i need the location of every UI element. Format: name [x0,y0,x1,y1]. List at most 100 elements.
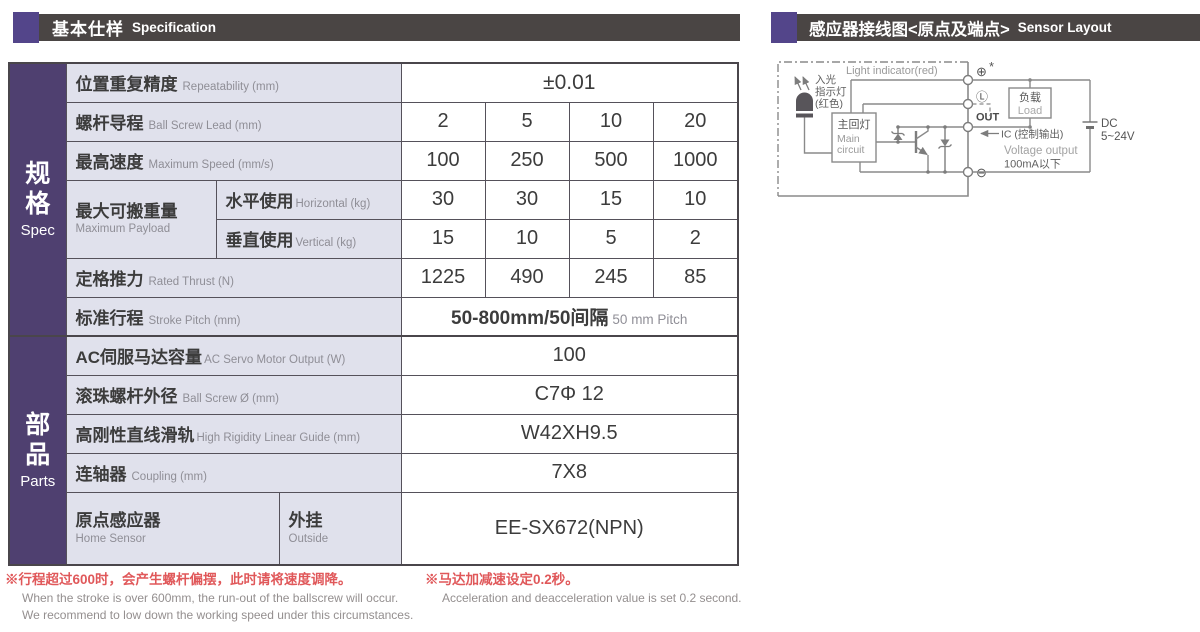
sidebar-parts: 部品 Parts [8,335,67,566]
footnote-acceleration-zh: ※马达加减速设定0.2秒。 [425,572,579,587]
label-en: Stroke Pitch (mm) [148,314,241,327]
row-servo-output: 部品 Parts AC伺服马达容量 AC Servo Motor Output (… [8,335,739,566]
led-icon [796,92,832,154]
sidebar-spec: 规格 Spec [8,62,67,337]
label-zh: 高刚性直线滑轨 [75,426,195,445]
label-thrust: 定格推力 Rated Thrust (N) [65,257,402,298]
footnote-stroke-zh: ※行程超过600时，会产生螺杆偏摆，此时请将速度调降。 [5,572,352,587]
value-guide: W42XH9.5 [400,413,739,454]
internal-wires [850,79,964,173]
dc-label: DC [1101,118,1118,130]
label-zh: 滚珠螺杆外径 [75,387,178,406]
spec-section-header: 基本仕样 Specification [13,12,740,43]
label-screw: 滚珠螺杆外径 Ball Screw Ø (mm) [65,374,402,415]
sidebar-spec-en: Spec [20,222,55,239]
sensor-header-title-zh: 感应器接线图<原点及端点> [809,20,1010,39]
light-indicator-label: Light indicator(red) [846,65,938,77]
label-zh: 位置重复精度 [75,75,178,95]
row-payload-horizontal: 最大可搬重量 Maximum Payload 水平使用 Horizontal (k… [9,179,739,259]
label-en: Repeatability (mm) [182,81,280,94]
label-en: Rated Thrust (N) [148,276,234,288]
value-thrust-3: 245 [568,257,654,298]
led-label-zh-2: 指示灯 [815,85,847,98]
row-coupling: 连轴器 Coupling (mm) 7X8 [9,452,739,493]
led-label-zh-1: 入光 [815,73,836,86]
value-speed-1: 100 [400,140,486,181]
label-payload: 最大可搬重量 Maximum Payload [65,179,217,259]
main-circuit-en2: circuit [837,144,865,156]
label-en: Coupling (mm) [131,471,207,483]
label-en: Maximum Speed (mm/s) [148,159,274,171]
transistor-icon [914,127,929,172]
value-speed-3: 500 [568,140,654,181]
row-home-sensor: 原点感应器 Home Sensor 外挂 Outside EE-SX672(NP… [9,491,739,566]
row-rated-thrust: 定格推力 Rated Thrust (N) 1225 490 245 85 [9,257,739,298]
label-outside: 外挂 Outside [278,491,402,566]
label-zh: 最大可搬重量 [75,201,178,221]
value-thrust-4: 85 [652,257,739,298]
voltage-output-label: Voltage output [1004,145,1078,157]
row-stroke: 标准行程 Stroke Pitch (mm) 50-800mm/50间隔 50 mm… [9,296,739,337]
label-zh: 最高速度 [75,153,144,172]
value-speed-4: 1000 [652,140,739,181]
load-zh: 负载 [1019,90,1041,104]
value-lead-3: 10 [568,101,654,142]
purple-accent-square [771,12,797,43]
current-limit-label: 100mA以下 [1004,159,1061,171]
label-guide: 高刚性直线滑轨 High Rigidity Linear Guide (mm) [65,413,402,454]
spec-header-title-zh: 基本仕样 [52,20,124,39]
l-terminal-stub [972,103,991,116]
external-wires [972,79,1091,173]
terminal-l-label: Ⓛ [976,90,988,104]
battery-icon [1082,121,1098,129]
value-horizontal-3: 15 [568,179,654,220]
label-zh: 标准行程 [75,308,144,328]
label-zh: 连轴器 [75,465,127,484]
value-vertical-1: 15 [400,218,486,259]
sidebar-parts-zh: 部品 [25,411,51,469]
value-coupling: 7X8 [400,452,739,493]
label-zh: 螺杆导程 [75,114,144,133]
ic-output-label: IC (控制输出) [1001,128,1063,141]
footnote-acceleration-en: Acceleration and deacceleration value is… [442,590,742,605]
load-en: Load [1018,105,1042,117]
dc-volt-label: 5~24V [1101,131,1135,143]
label-en: Maximum Payload [75,223,171,236]
zener-diode-icon [891,127,905,142]
load-box [1008,87,1052,119]
zener-diode-icon [938,127,952,172]
label-zh: 水平使用 [225,192,294,211]
label-en: Horizontal (kg) [295,198,371,210]
light-arrows-icon [794,76,810,91]
value-vertical-3: 5 [568,218,654,259]
label-en: Vertical (kg) [295,237,357,249]
value-stroke: 50-800mm/50间隔 50 mm Pitch [400,296,739,337]
sensor-section-header: 感应器接线图<原点及端点> Sensor Layout [771,12,1200,43]
led-label-zh-3: (红色) [815,97,843,110]
value-horizontal-4: 10 [652,179,739,220]
row-ball-screw-diameter: 滚珠螺杆外径 Ball Screw Ø (mm) C7Φ 12 [9,374,739,415]
row-payload-vertical: 垂直使用 Vertical (kg) 15 10 5 2 [9,218,739,259]
label-repeatability: 位置重复精度 Repeatability (mm) [65,62,402,103]
value-horizontal-1: 30 [400,179,486,220]
row-linear-guide: 高刚性直线滑轨 High Rigidity Linear Guide (mm) W… [9,413,739,454]
row-ball-screw-lead: 螺杆导程 Ball Screw Lead (mm) 2 5 10 20 [9,101,739,142]
asterisk-mark: * [989,59,994,74]
value-horizontal-2: 30 [484,179,570,220]
label-en: AC Servo Motor Output (W) [204,354,346,367]
row-max-speed: 最高速度 Maximum Speed (mm/s) 100 250 500 100… [9,140,739,181]
label-en: Ball Screw Lead (mm) [148,120,262,132]
value-stroke-en: 50 mm Pitch [612,311,688,327]
label-speed: 最高速度 Maximum Speed (mm/s) [65,140,402,181]
sidebar-spec-zh: 规格 [25,160,51,218]
value-lead-1: 2 [400,101,486,142]
value-lead-4: 20 [652,101,739,142]
label-zh: 垂直使用 [225,231,294,250]
label-stroke: 标准行程 Stroke Pitch (mm) [65,296,402,337]
sensor-wiring-diagram: 入光 指示灯 (红色) Light indicator(red) 主回灯 Mai… [770,55,1200,213]
value-lead-2: 5 [484,101,570,142]
value-vertical-2: 10 [484,218,570,259]
label-horizontal: 水平使用 Horizontal (kg) [215,179,402,220]
value-home-sensor: EE-SX672(NPN) [400,491,739,566]
